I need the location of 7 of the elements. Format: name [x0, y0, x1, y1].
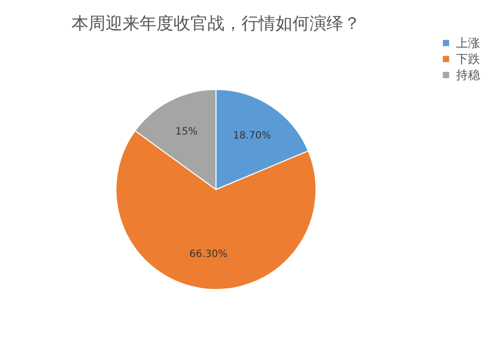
data-label: 66.30% [189, 249, 228, 260]
legend-label: 持稳 [456, 68, 480, 82]
legend-label: 下跌 [456, 52, 480, 66]
data-label: 18.70% [232, 130, 272, 142]
chart-title: 本周迎来年度收官战，行情如何演绎？ [72, 14, 360, 34]
data-label: 15% [175, 126, 198, 138]
legend-label: 上涨 [456, 36, 480, 50]
